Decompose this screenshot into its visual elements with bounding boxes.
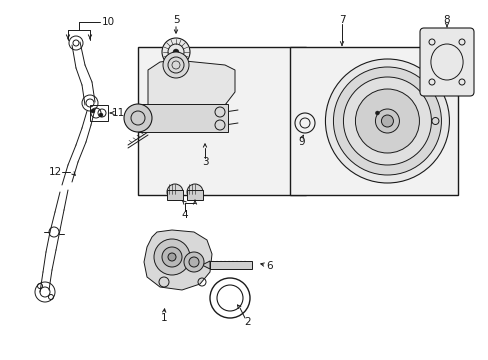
Text: 1: 1 — [161, 313, 167, 323]
Circle shape — [355, 89, 419, 153]
Circle shape — [381, 115, 393, 127]
Circle shape — [189, 257, 199, 267]
Circle shape — [173, 49, 179, 55]
Text: 5: 5 — [172, 15, 179, 25]
Circle shape — [162, 247, 182, 267]
Circle shape — [163, 52, 189, 78]
FancyBboxPatch shape — [419, 28, 473, 96]
Circle shape — [343, 77, 430, 165]
Text: 2: 2 — [244, 317, 251, 327]
Circle shape — [162, 38, 190, 66]
Polygon shape — [148, 60, 235, 105]
Circle shape — [99, 113, 103, 117]
Text: 4: 4 — [182, 210, 188, 220]
Circle shape — [91, 109, 95, 113]
Polygon shape — [143, 230, 212, 290]
Text: 11: 11 — [111, 108, 124, 118]
Text: 9: 9 — [298, 137, 305, 147]
Text: 12: 12 — [48, 167, 61, 177]
Bar — [289, 47, 457, 195]
Circle shape — [154, 239, 190, 275]
Text: 8: 8 — [443, 15, 449, 25]
Circle shape — [183, 252, 203, 272]
Text: 3: 3 — [201, 157, 208, 167]
Circle shape — [325, 59, 448, 183]
Bar — [209, 261, 251, 269]
Circle shape — [124, 104, 152, 132]
Bar — [138, 104, 227, 132]
Text: 7: 7 — [338, 15, 345, 25]
Text: 6: 6 — [266, 261, 273, 271]
Text: 10: 10 — [101, 17, 114, 27]
Bar — [90, 105, 108, 121]
Circle shape — [168, 253, 176, 261]
Circle shape — [333, 67, 441, 175]
Bar — [167, 190, 183, 200]
Circle shape — [186, 184, 203, 200]
Circle shape — [375, 109, 399, 133]
Bar — [138, 47, 305, 195]
Circle shape — [167, 184, 183, 200]
Circle shape — [375, 111, 379, 115]
Polygon shape — [202, 261, 209, 269]
Bar — [186, 190, 203, 200]
